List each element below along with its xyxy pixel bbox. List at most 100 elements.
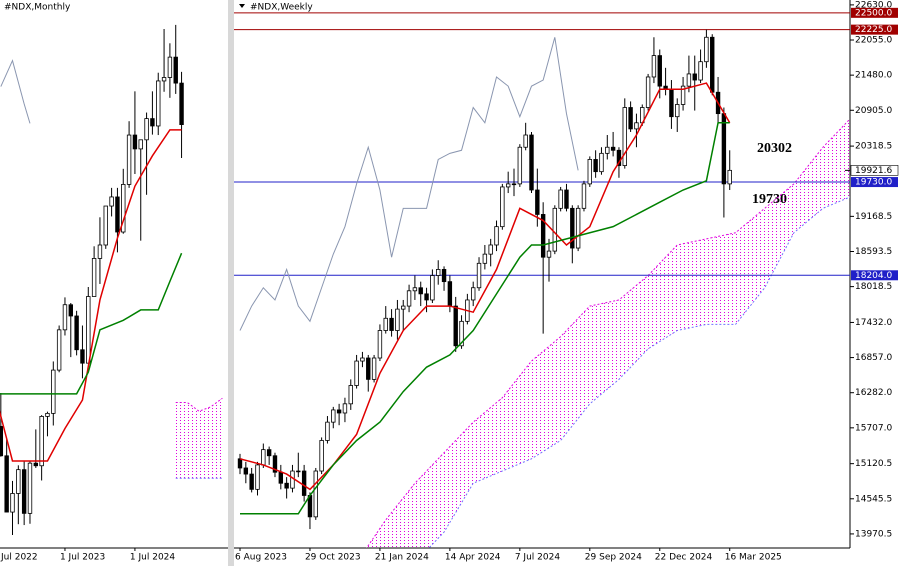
candle-body <box>4 455 9 513</box>
candle-body <box>698 61 703 81</box>
candle-body <box>418 287 423 295</box>
candle-body <box>581 183 587 209</box>
candle-body <box>686 73 692 87</box>
candle-body <box>62 304 68 331</box>
candle-body <box>692 73 697 81</box>
cloud-upper-edge <box>365 118 850 548</box>
candle-body <box>523 134 528 148</box>
candle-body <box>278 471 284 484</box>
candle-body <box>68 304 73 317</box>
candle-body <box>721 113 727 185</box>
candle-body <box>436 269 441 276</box>
indicator-line <box>0 252 183 395</box>
candle-body <box>424 293 429 301</box>
candle-body <box>272 455 278 473</box>
y-tick-label: 21480.0 <box>855 71 892 81</box>
y-tick-label: 16282.0 <box>855 388 892 398</box>
candle-body <box>395 308 400 331</box>
candle-body <box>0 425 4 457</box>
candle-body <box>552 207 558 252</box>
candle-body <box>587 159 592 185</box>
indicator-line <box>0 129 182 462</box>
candle-body <box>91 258 97 297</box>
indicator-line <box>239 82 731 491</box>
x-tick-label: 29 Sep 2024 <box>585 553 642 563</box>
candle-body <box>470 287 476 301</box>
candle-body <box>710 36 715 93</box>
y-tick-label: 17432.0 <box>855 318 892 328</box>
level-label: 18204.0 <box>855 271 892 281</box>
candle-body <box>243 467 249 475</box>
candle-body <box>599 152 604 173</box>
candle-body <box>401 305 406 310</box>
candle-body <box>319 440 324 472</box>
candle-body <box>459 320 464 347</box>
candle-body <box>447 281 453 307</box>
panel-title: #NDX,Monthly <box>4 3 71 13</box>
candle-body <box>121 183 126 233</box>
candle-body <box>546 250 552 258</box>
candle-body <box>412 287 418 292</box>
candle-body <box>494 226 499 246</box>
candle-body <box>109 196 114 207</box>
candle-body <box>535 189 540 215</box>
y-tick-label: 20905.0 <box>855 106 892 116</box>
candle-body <box>167 56 173 78</box>
candle-body <box>575 207 581 249</box>
candle-body <box>266 449 272 457</box>
candle-body <box>377 330 383 359</box>
candle-body <box>704 36 709 63</box>
candle-body <box>138 139 143 150</box>
candle-body <box>313 470 318 518</box>
x-tick-label: 14 Apr 2024 <box>445 553 501 563</box>
candle-body <box>27 462 33 514</box>
panel-title: #NDX,Weekly <box>250 3 313 13</box>
y-tick-label: 22055.0 <box>855 36 892 46</box>
candle-body <box>150 118 155 127</box>
candle-body <box>249 473 254 490</box>
candle-body <box>634 122 639 130</box>
candle-body <box>389 317 394 331</box>
x-tick-label: 6 Aug 2023 <box>235 553 287 563</box>
panel-separator <box>228 0 234 566</box>
candle-body <box>488 244 493 255</box>
y-tick-label: 18593.5 <box>855 247 892 257</box>
candle-body <box>115 196 120 233</box>
candle-body <box>593 159 598 173</box>
candle-body <box>144 118 149 141</box>
plot-area <box>0 24 223 536</box>
candle-body <box>511 183 517 186</box>
title-marker <box>239 4 245 8</box>
candle-body <box>45 412 50 417</box>
candle-body <box>331 409 336 423</box>
candle-body <box>284 482 289 489</box>
y-tick-label: 13970.5 <box>855 529 892 539</box>
candle-body <box>476 262 482 289</box>
candle-body <box>132 134 138 150</box>
candle-body <box>301 470 307 496</box>
candle-body <box>179 82 184 125</box>
candle-body <box>56 329 62 371</box>
x-tick-label: Jul 2022 <box>0 553 38 563</box>
x-tick-label: 7 Jul 2024 <box>515 553 560 563</box>
candle-body <box>651 55 657 78</box>
candle-body <box>366 357 371 380</box>
x-tick-label: 21 Jan 2024 <box>375 553 429 563</box>
candle-body <box>103 205 108 246</box>
indicator-line <box>240 122 730 515</box>
candle-body <box>51 369 56 414</box>
candle-body <box>505 183 511 188</box>
candle-body <box>482 253 488 264</box>
candle-body <box>296 470 301 473</box>
cloud-lower-edge <box>428 196 850 548</box>
candle-body <box>645 76 651 108</box>
y-tick-label: 18018.5 <box>855 282 892 292</box>
y-tick-label: 15707.0 <box>855 423 892 433</box>
indicator-line <box>239 37 579 331</box>
candle-body <box>500 186 505 228</box>
last-price-box <box>850 165 899 176</box>
level-label-box <box>851 7 898 18</box>
candle-body <box>126 134 132 185</box>
candle-body <box>371 357 377 380</box>
